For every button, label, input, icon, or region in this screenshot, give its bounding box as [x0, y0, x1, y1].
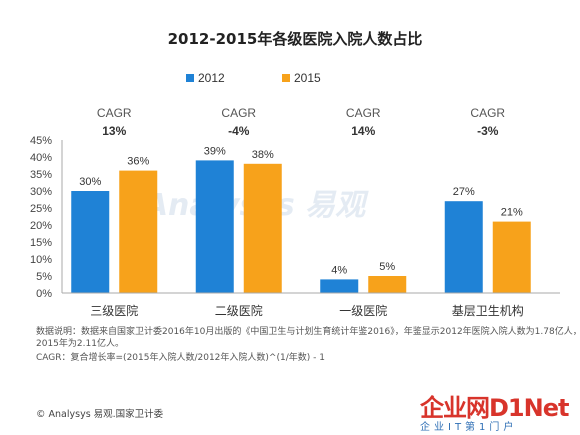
y-tick-label: 10% [30, 254, 52, 266]
bar-2012-1 [195, 160, 234, 293]
y-tick-label: 40% [30, 152, 52, 164]
note-line-2: 2015年为2.11亿人。 [36, 339, 124, 349]
footer-source: © Analysys 易观.国家卫计委 [36, 409, 164, 420]
legend-swatch-2012 [186, 74, 194, 82]
cagr-value: -3% [477, 124, 499, 138]
watermark-tagline: 企业IT第1门户 [420, 422, 518, 433]
bar-2015-2 [368, 276, 407, 293]
legend: 2012 2015 [186, 71, 321, 85]
bar-value-label: 38% [252, 149, 274, 161]
bar-2012-3 [444, 201, 483, 293]
x-category-label: 二级医院 [215, 304, 263, 318]
cagr-value: 13% [102, 124, 126, 138]
cagr-label: CAGR [470, 106, 505, 120]
cagr-label: CAGR [346, 106, 381, 120]
cagr-value: 14% [351, 124, 375, 138]
bar-value-label: 4% [331, 264, 347, 276]
bar-2012-0 [71, 191, 110, 293]
x-category-label: 一级医院 [339, 304, 387, 318]
y-tick-label: 45% [30, 135, 52, 147]
bars: 30% 36% 39% 38% 4% 5% 27% 21% [71, 145, 531, 293]
bar-value-label: 39% [204, 145, 226, 157]
bar-value-label: 30% [79, 176, 101, 188]
bar-value-label: 5% [379, 261, 395, 273]
y-tick-label: 30% [30, 186, 52, 198]
x-category-label: 三级医院 [90, 304, 138, 318]
cagr-value: -4% [228, 124, 250, 138]
bar-value-label: 21% [501, 207, 523, 219]
bar-2015-3 [492, 221, 531, 293]
y-tick-label: 15% [30, 237, 52, 249]
bar-2012-2 [320, 279, 359, 293]
chart-title: 2012-2015年各级医院入院人数占比 [168, 30, 423, 48]
note-line-1: 数据说明：数据来自国家卫计委2016年10月出版的《中国卫生与计划生育统计年鉴2… [36, 327, 580, 337]
bar-value-label: 27% [453, 186, 475, 198]
bar-value-label: 36% [127, 156, 149, 168]
y-tick-label: 5% [36, 271, 52, 283]
cagr-label: CAGR [221, 106, 256, 120]
bar-2015-1 [243, 163, 282, 293]
bar-chart: 2012-2015年各级医院入院人数占比 Analysys 易观 2012201… [30, 30, 560, 318]
y-tick-label: 35% [30, 169, 52, 181]
x-axis: 三级医院 二级医院 一级医院 基层卫生机构 [62, 292, 560, 318]
cagr-label: CAGR [97, 106, 132, 120]
legend-label: 2012 [198, 71, 225, 85]
y-tick-label: 0% [36, 288, 52, 300]
note-line-3: CAGR：复合增长率=(2015年入院人数/2012年入院人数)^(1/年数) … [36, 353, 325, 363]
y-axis: 0% 5% 10% 15% 20% 25% 30% 35% 40% 45% [30, 135, 63, 300]
legend-swatch-2015 [282, 74, 290, 82]
y-tick-label: 20% [30, 220, 52, 232]
cagr-annotations: CAGR 13% CAGR -4% CAGR 14% CAGR -3% [97, 106, 506, 138]
bar-2015-0 [119, 170, 158, 293]
y-tick-label: 25% [30, 203, 52, 215]
x-category-label: 基层卫生机构 [452, 303, 524, 318]
legend-label: 2015 [294, 71, 321, 85]
watermark-logo: 企业网D1Net [420, 394, 569, 422]
